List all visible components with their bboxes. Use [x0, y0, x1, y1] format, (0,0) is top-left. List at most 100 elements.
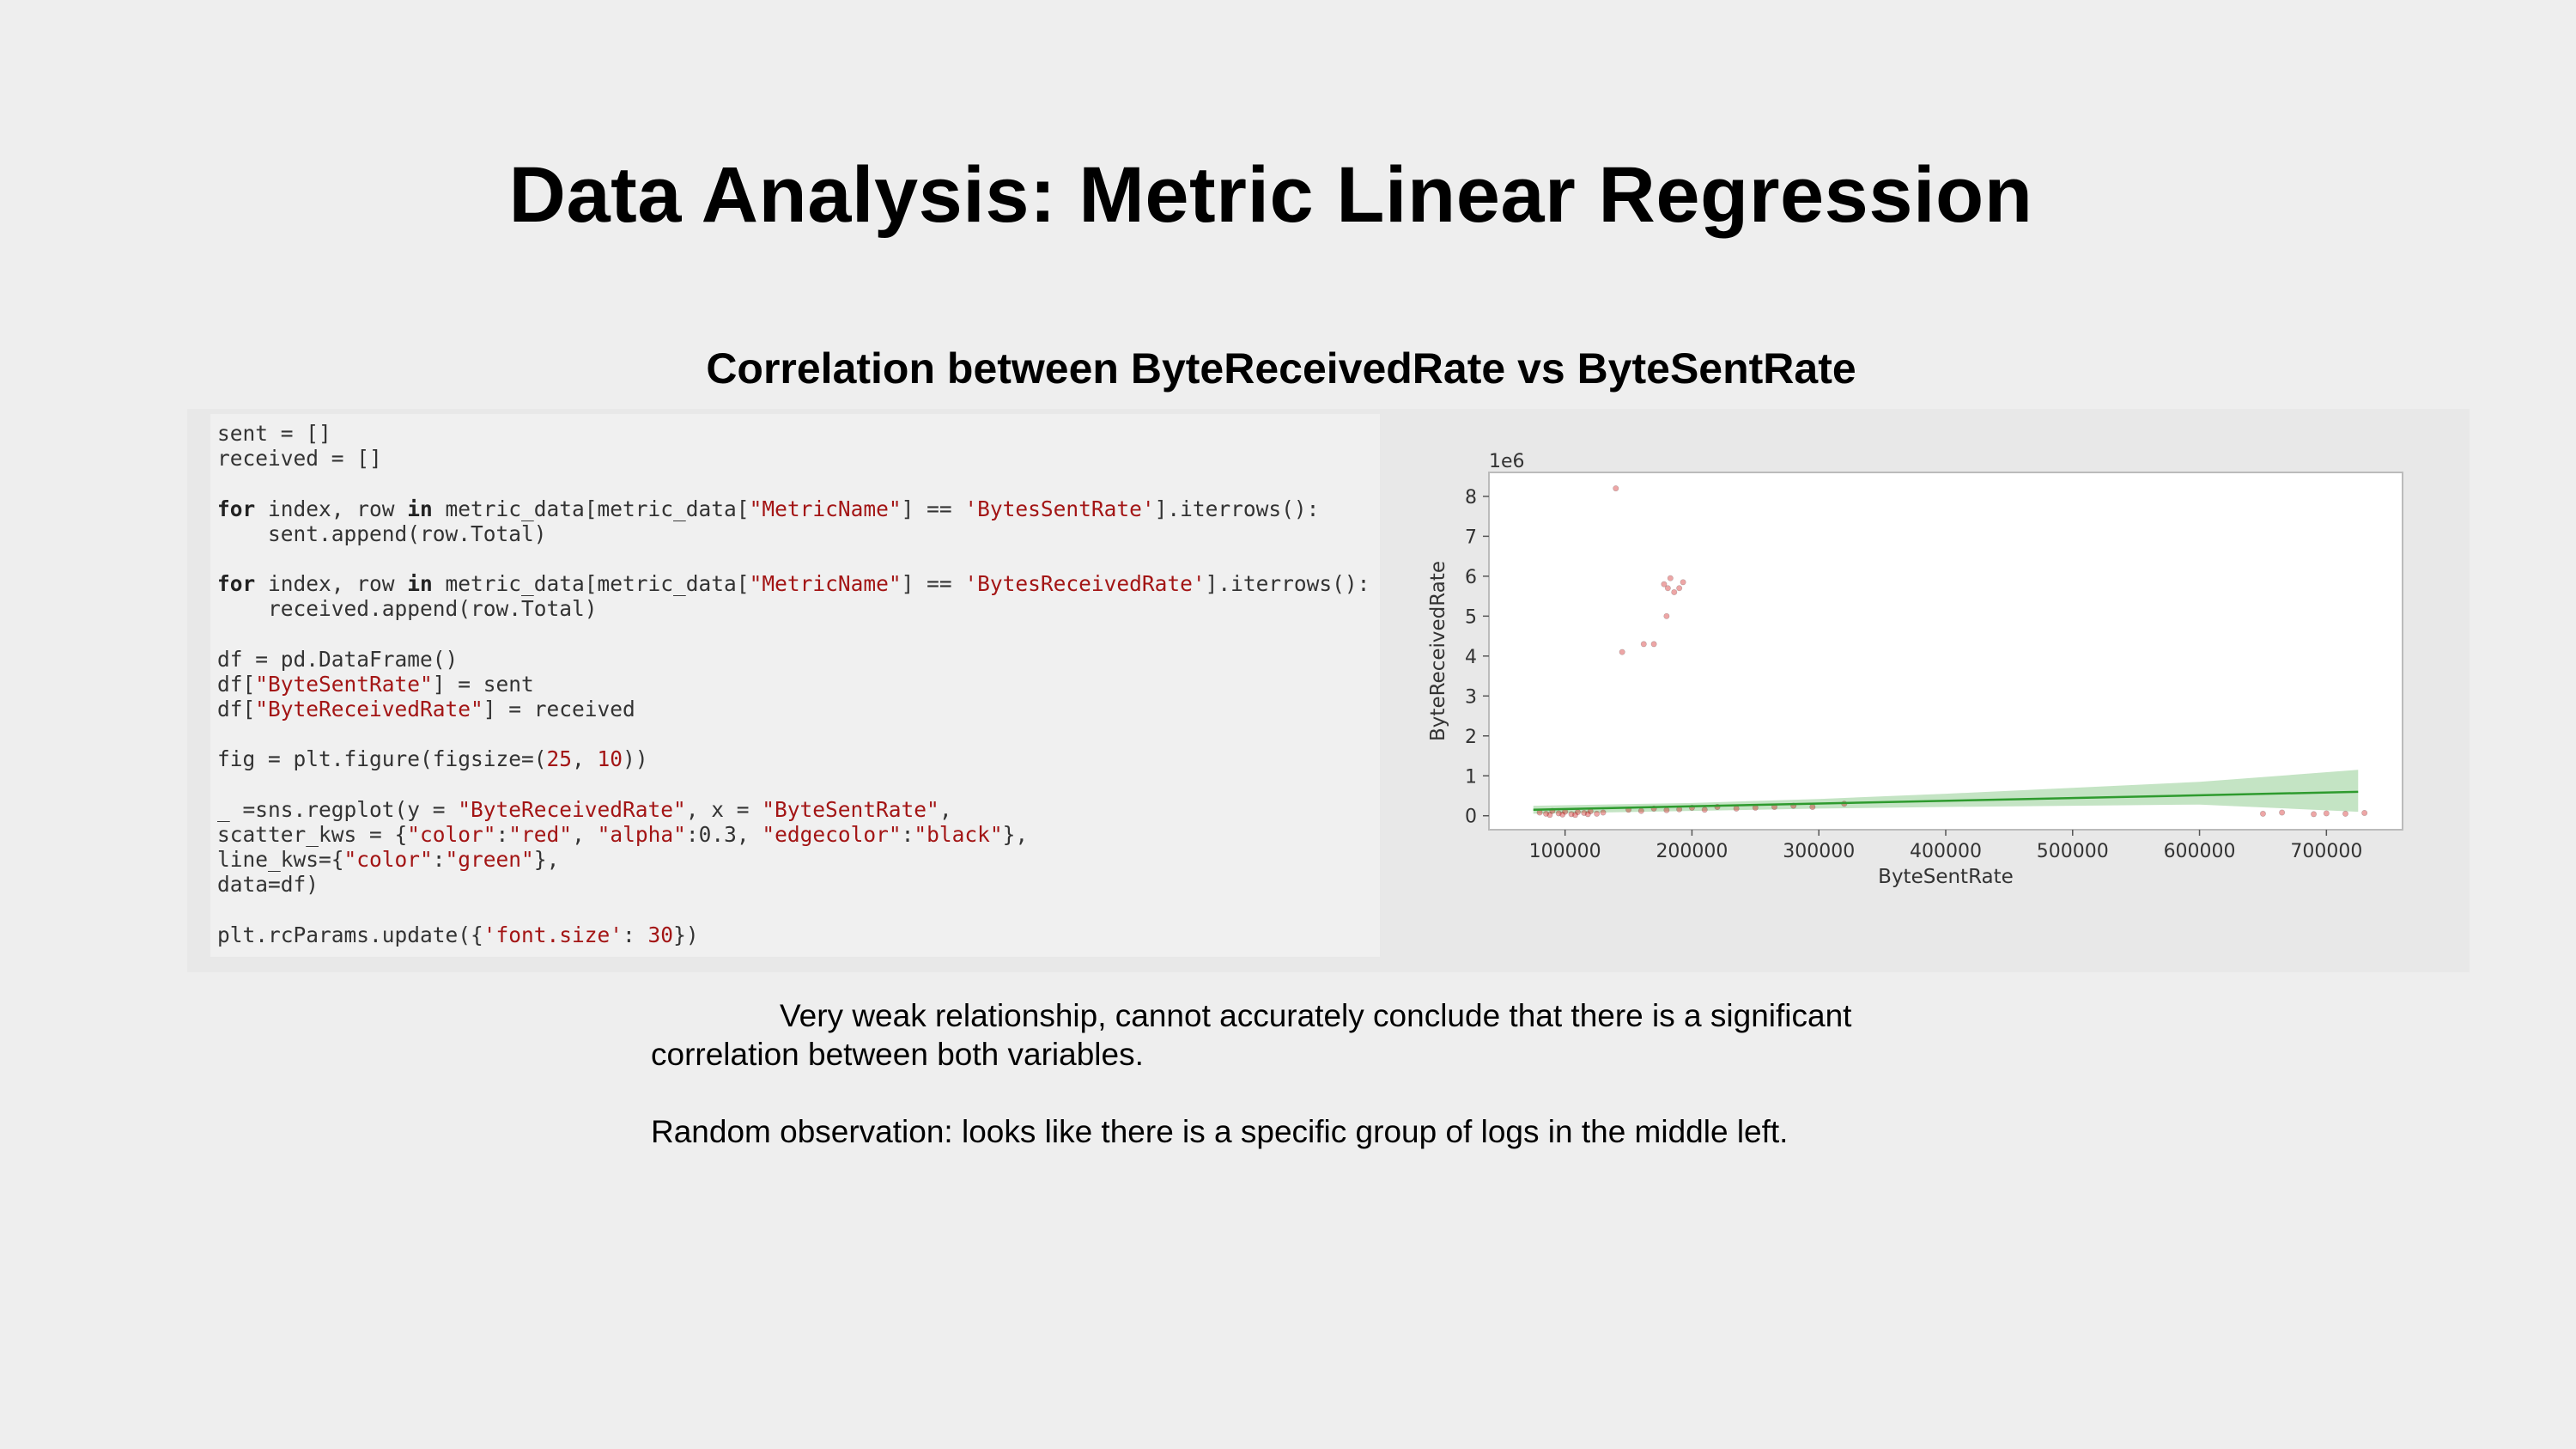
code-token: , x = — [685, 796, 762, 822]
code-line — [217, 721, 1380, 746]
code-token: df[ — [217, 671, 256, 697]
code-block: sent = [] received = [] for index, row in… — [210, 414, 1380, 957]
code-token: ] == — [901, 496, 965, 521]
scatter-point — [1571, 812, 1578, 819]
x-axis-label: ByteSentRate — [1878, 866, 2014, 888]
scatter-point — [1613, 485, 1619, 492]
regression-line — [1533, 790, 2359, 812]
y-tick-label: 8 — [1465, 487, 1477, 508]
code-token: data=df) — [217, 872, 319, 898]
code-token: for — [217, 571, 256, 597]
x-tick-label: 600000 — [2164, 841, 2236, 862]
code-token: : — [901, 822, 914, 847]
scatter-point — [1555, 810, 1562, 817]
code-token: fig = plt.figure(figsize=( — [217, 746, 547, 772]
x-tick-label: 100000 — [1529, 841, 1601, 862]
code-line: df = pd.DataFrame() — [217, 647, 1380, 672]
code-token: index, row — [255, 571, 408, 597]
regression-chart: 100000 200000 300000 400000 500000 600000 7000… — [1427, 451, 2403, 888]
code-token: 10 — [597, 746, 623, 772]
code-token: 30 — [647, 922, 674, 947]
code-token: for — [217, 496, 256, 521]
code-token: ].iterrows(): — [1154, 496, 1320, 521]
y-tick-label: 5 — [1465, 606, 1477, 628]
y-tick-label: 2 — [1465, 727, 1477, 748]
scatter-point — [1676, 585, 1683, 592]
code-token: }) — [673, 922, 699, 947]
scatter-point — [1568, 811, 1575, 818]
code-token: "ByteReceivedRate" — [458, 796, 686, 822]
scatter-point — [1584, 811, 1591, 818]
code-line: df["ByteReceivedRate"] = received — [217, 697, 1380, 721]
code-token: : — [495, 822, 509, 847]
code-token: 'font.size' — [483, 922, 623, 947]
y-tick-label: 6 — [1465, 567, 1477, 588]
scatter-point — [2361, 809, 2368, 816]
y-scale-label: 1e6 — [1489, 451, 1525, 472]
observation-note: Very weak relationship, cannot accuratel… — [651, 996, 1939, 1074]
y-tick-label: 1 — [1465, 766, 1477, 788]
scatter-point — [2323, 810, 2330, 817]
code-token: }, — [1002, 822, 1029, 847]
code-line: line_kws={"color":"green"}, — [217, 847, 1380, 872]
scatter-point — [1680, 579, 1686, 586]
x-tick-label: 300000 — [1783, 841, 1855, 862]
code-token: ] = received — [483, 697, 635, 722]
scatter-point — [1543, 810, 1550, 817]
code-line: scatter_kws = {"color":"red", "alpha":0.… — [217, 822, 1380, 847]
code-line: for index, row in metric_data[metric_dat… — [217, 496, 1380, 521]
confidence-band — [1533, 770, 2359, 814]
code-token: "alpha" — [597, 822, 686, 847]
code-token: "color" — [407, 822, 496, 847]
code-token: in — [407, 496, 433, 521]
y-axis-label: ByteReceivedRate — [1427, 561, 1449, 741]
code-line: sent = [] — [217, 421, 1380, 446]
scatter-point — [1546, 812, 1553, 819]
code-token: line_kws={ — [217, 847, 344, 873]
x-tick-label: 400000 — [1910, 841, 1982, 862]
slide-subtitle: Correlation between ByteReceivedRate vs … — [706, 344, 1856, 393]
scatter-point — [2259, 810, 2266, 817]
code-line: sent.append(row.Total) — [217, 521, 1380, 546]
code-line — [217, 898, 1380, 922]
code-token: "color" — [343, 847, 433, 873]
scatter-point — [1650, 641, 1657, 648]
code-token: 'BytesReceivedRate' — [964, 571, 1206, 597]
code-token: "green" — [445, 847, 534, 873]
code-token: received = [] — [217, 446, 382, 472]
code-token: "black" — [914, 822, 1003, 847]
y-tick-label: 3 — [1465, 686, 1477, 708]
scatter-point — [1637, 807, 1644, 814]
scatter-point — [1559, 811, 1566, 818]
code-line: df["ByteSentRate"] = sent — [217, 672, 1380, 697]
y-tick-label: 7 — [1465, 527, 1477, 548]
code-token: "ByteSentRate" — [762, 796, 939, 822]
scatter-point — [1667, 575, 1674, 581]
code-token: "ByteSentRate" — [255, 671, 433, 697]
code-token: )) — [623, 746, 648, 772]
code-token: _ =sns.regplot(y = — [217, 796, 459, 822]
code-token: ].iterrows(): — [1205, 571, 1370, 597]
code-token: ] == — [901, 571, 965, 597]
scatter-point — [1640, 641, 1647, 648]
note-text-1: Very weak relationship, cannot accuratel… — [651, 998, 1852, 1072]
y-tick-label: 0 — [1465, 807, 1477, 828]
code-line: for index, row in metric_data[metric_dat… — [217, 571, 1380, 596]
code-line — [217, 546, 1380, 571]
code-line — [217, 772, 1380, 797]
scatter-point — [2279, 809, 2286, 816]
code-token: "ByteReceivedRate" — [255, 697, 483, 722]
code-token: scatter_kws = { — [217, 822, 408, 847]
code-token: :0.3, — [685, 822, 762, 847]
plot-area — [1488, 472, 2403, 831]
code-token: df = pd.DataFrame() — [217, 646, 459, 672]
code-line — [217, 471, 1380, 496]
code-token: "red" — [508, 822, 573, 847]
code-token: received.append(row.Total) — [217, 596, 598, 622]
code-line — [217, 622, 1380, 647]
scatter-point — [1594, 810, 1601, 817]
scatter-point — [2342, 810, 2349, 817]
scatter-point — [1671, 588, 1678, 595]
code-token: 25 — [546, 746, 573, 772]
code-token: "MetricName" — [749, 571, 902, 597]
